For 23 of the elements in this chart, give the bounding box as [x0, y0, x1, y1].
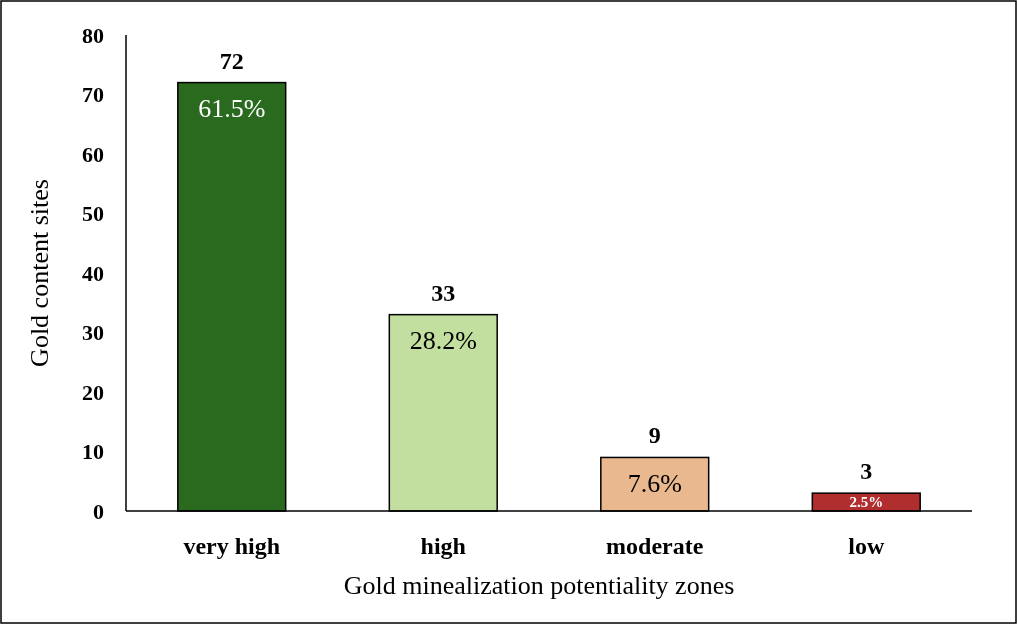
x-tick-label: moderate — [606, 533, 704, 559]
y-tick-label: 10 — [82, 439, 104, 464]
y-tick-label: 20 — [82, 379, 104, 405]
y-tick-label: 40 — [82, 260, 104, 286]
y-tick-label: 60 — [82, 141, 104, 167]
data-label: 9 — [648, 422, 661, 449]
annotation: 61.5% — [198, 94, 266, 124]
y-tick-label: 0 — [93, 498, 104, 524]
y-tick-label: 50 — [82, 201, 104, 226]
annotation: 28.2% — [409, 326, 477, 356]
annotation: 2.5% — [849, 494, 884, 511]
y-tick-label: 30 — [82, 320, 104, 345]
x-tick-label: low — [848, 533, 885, 559]
x-axis-title: Gold minealization potentiality zones — [343, 571, 735, 600]
annotation: 7.6% — [627, 468, 682, 498]
data-label: 72 — [219, 47, 244, 74]
data-label: 33 — [431, 279, 456, 306]
y-tick-label: 80 — [82, 22, 104, 48]
x-tick-label: high — [420, 533, 466, 559]
y-tick-label: 70 — [82, 82, 104, 107]
data-label: 3 — [860, 458, 873, 485]
y-axis-title: Gold content sites — [25, 179, 54, 367]
x-tick-label: very high — [183, 533, 281, 559]
